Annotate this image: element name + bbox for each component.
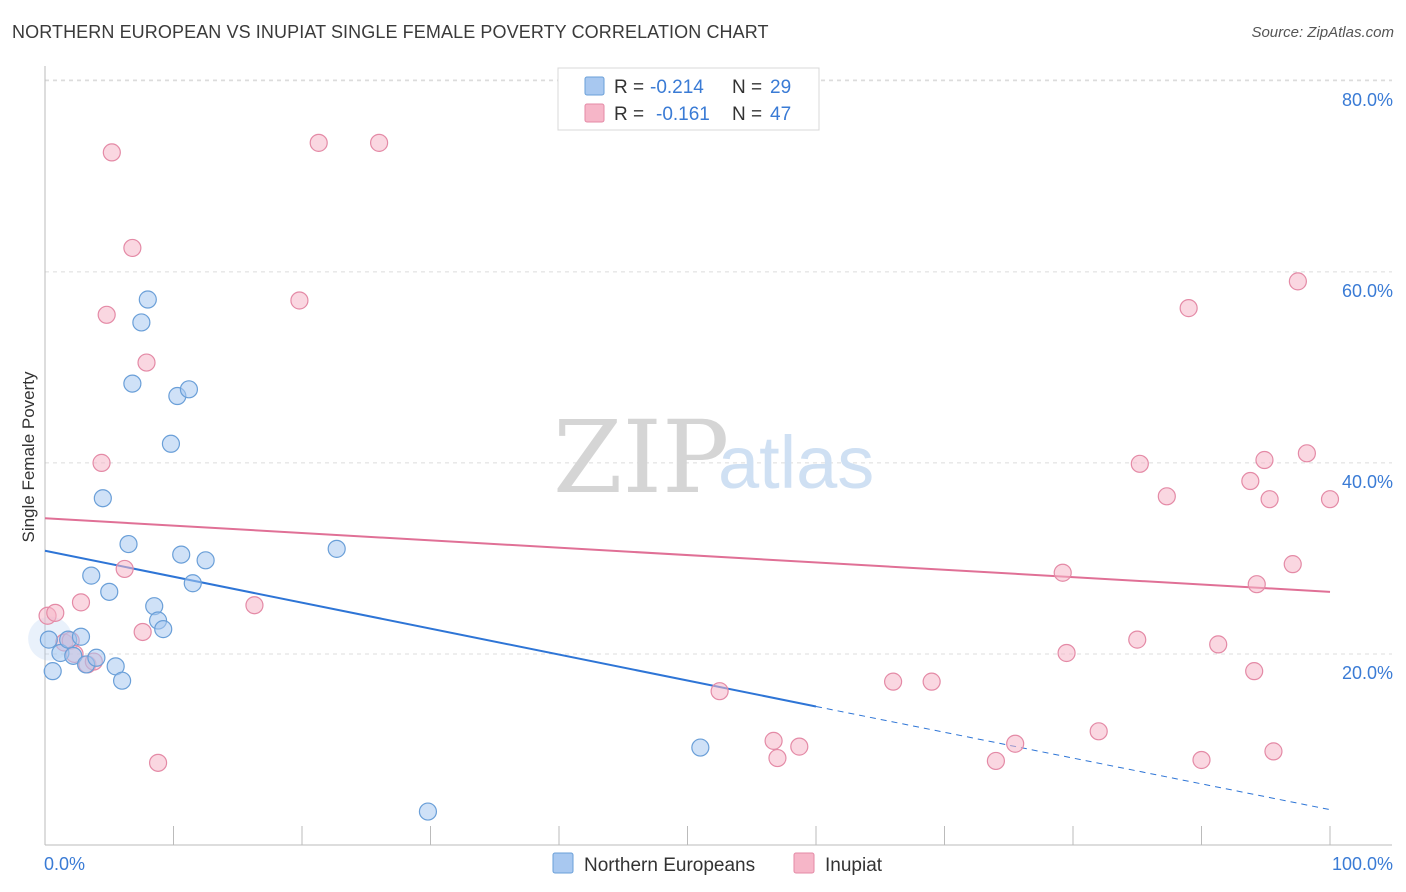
point-inupiat [1255,450,1274,470]
point-northern-europeans [132,313,151,332]
y-tick-label: 40.0% [1342,472,1393,492]
point-northern-europeans [87,648,106,667]
legend-n-value-1: 29 [770,77,791,98]
point-inupiat [1089,722,1108,741]
point-inupiat [92,453,111,472]
x-tick-label-max: 100.0% [1332,854,1393,874]
y-tick-label: 20.0% [1342,663,1393,683]
point-inupiat [1320,490,1340,509]
point-inupiat [102,143,121,162]
series-legend: Northern Europeans Inupiat [552,852,883,876]
legend-n-value-2: 47 [770,104,791,125]
point-inupiat [1192,750,1211,770]
point-inupiat [1006,734,1025,753]
point-inupiat [71,593,91,612]
point-northern-europeans [100,582,119,601]
point-inupiat [768,748,787,768]
correlation-legend: R = -0.214 N = 29 R = -0.161 N = 47 [557,67,820,131]
point-northern-europeans [691,738,710,757]
y-tick-label: 60.0% [1342,281,1393,301]
point-inupiat [245,596,264,615]
trend-line-northern-europeans [44,549,817,708]
point-northern-europeans [183,574,202,593]
point-inupiat [137,353,156,372]
point-northern-europeans [71,627,91,646]
point-northern-europeans [112,671,132,690]
point-northern-europeans [172,545,191,564]
point-northern-europeans [154,620,173,639]
point-northern-europeans [119,534,138,554]
point-inupiat [986,751,1006,771]
legend-swatch-blue [584,76,605,96]
point-northern-europeans [418,802,438,821]
point-inupiat [1057,643,1076,663]
legend-n-label-1: N = [732,77,762,98]
point-northern-europeans [64,646,83,665]
trend-line-inupiat [44,517,1331,593]
point-inupiat [115,559,134,579]
legend-r-value-1: -0.214 [650,77,704,98]
point-northern-europeans [39,630,58,649]
tick-labels: 20.0% 40.0% 60.0% 80.0% 0.0% 100.0% [44,90,1393,874]
point-inupiat [790,737,809,756]
point-inupiat [370,133,389,152]
data-points [28,133,1340,821]
point-inupiat [1053,563,1072,582]
legend-r-label-2: R = [614,104,644,125]
point-northern-europeans [43,662,62,681]
point-inupiat [1288,272,1307,291]
trend-line-northern-europeans-extension [815,705,1331,811]
y-axis-title: Single Female Poverty [19,371,38,543]
point-inupiat [1245,662,1264,681]
axes [44,66,1392,846]
point-northern-europeans [196,551,215,570]
point-inupiat [309,133,328,152]
point-inupiat [764,731,783,750]
legend-inupiat: Inupiat [825,855,883,876]
point-inupiat [1179,299,1198,318]
point-inupiat [1264,742,1283,761]
point-inupiat [883,672,903,691]
point-inupiat [133,622,152,642]
point-northern-europeans [161,434,181,453]
trend-lines [44,517,1331,811]
legend-swatch-pink [584,103,605,123]
grid-lines [45,79,1392,655]
point-inupiat [1209,635,1228,654]
point-inupiat [123,238,142,258]
y-tick-label: 80.0% [1342,90,1393,110]
point-inupiat [1130,454,1149,473]
point-inupiat [46,603,65,622]
watermark-zip: ZIP [553,399,729,516]
point-northern-europeans [123,374,142,393]
legend-r-value-2: -0.161 [656,104,710,125]
point-inupiat [1128,630,1147,649]
legend-bottom-swatch-blue [552,852,574,874]
point-inupiat [1283,555,1302,574]
point-northern-europeans [179,380,199,399]
point-inupiat [1247,575,1266,594]
point-inupiat [1260,490,1279,509]
legend-r-label-1: R = [614,77,644,98]
point-inupiat [290,291,309,310]
legend-n-label-2: N = [732,104,762,125]
chart-title: NORTHERN EUROPEAN VS INUPIAT SINGLE FEMA… [12,22,769,42]
point-northern-europeans [93,489,112,508]
point-inupiat [1297,444,1316,463]
x-tick-label-min: 0.0% [44,854,85,874]
source-label: Source: ZipAtlas.com [1251,24,1394,41]
point-inupiat [97,305,116,324]
legend-northern-europeans: Northern Europeans [584,855,755,876]
point-inupiat [1157,487,1176,506]
point-northern-europeans [138,290,157,309]
point-inupiat [1241,471,1260,491]
point-inupiat [922,672,941,691]
watermark-atlas: atlas [718,421,874,504]
point-northern-europeans [82,566,101,585]
point-northern-europeans [327,539,346,558]
point-inupiat [148,753,168,772]
point-inupiat [710,682,729,701]
legend-bottom-swatch-pink [793,852,815,874]
